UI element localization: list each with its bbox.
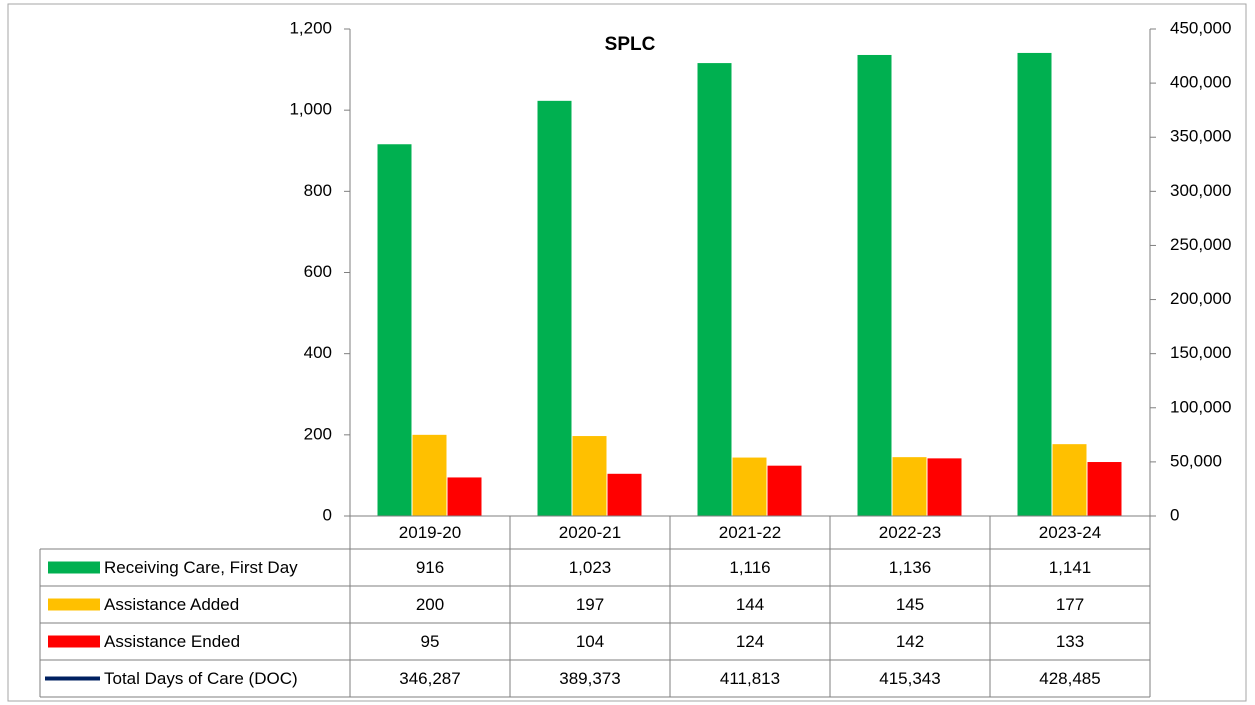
- y2-tick-label: 100,000: [1170, 397, 1231, 416]
- table-cell: 1,023: [569, 558, 612, 577]
- table-cell: 346,287: [399, 669, 460, 688]
- table-cell: 415,343: [879, 669, 940, 688]
- bar: [607, 473, 642, 516]
- table-cell: 1,136: [889, 558, 932, 577]
- legend-label: Assistance Ended: [104, 632, 240, 651]
- table-cell: 104: [576, 632, 604, 651]
- bar: [697, 63, 732, 517]
- bar: [892, 457, 927, 516]
- table-cell: 124: [736, 632, 764, 651]
- y-tick-label: 800: [304, 181, 332, 200]
- bar: [1087, 462, 1122, 516]
- bar: [537, 100, 572, 517]
- legend-label: Assistance Added: [104, 595, 239, 614]
- table-cell: 916: [416, 558, 444, 577]
- y2-tick-label: 0: [1170, 505, 1179, 524]
- bar: [572, 436, 607, 516]
- y2-tick-label: 350,000: [1170, 127, 1231, 146]
- table-cell: 144: [736, 595, 764, 614]
- legend-key: [48, 561, 100, 574]
- bar: [412, 434, 447, 516]
- x-tick-label: 2019-20: [399, 523, 461, 542]
- legend-label: Receiving Care, First Day: [104, 558, 298, 577]
- table-cell: 133: [1056, 632, 1084, 651]
- bar: [377, 144, 412, 517]
- table-cell: 95: [421, 632, 440, 651]
- x-tick-label: 2022-23: [879, 523, 941, 542]
- bar: [447, 477, 482, 516]
- bar: [927, 458, 962, 516]
- table-cell: 1,141: [1049, 558, 1092, 577]
- table-cell: 200: [416, 595, 444, 614]
- y2-tick-label: 50,000: [1170, 451, 1222, 470]
- x-tick-label: 2021-22: [719, 523, 781, 542]
- table-cell: 145: [896, 595, 924, 614]
- table-cell: 389,373: [559, 669, 620, 688]
- y2-tick-label: 300,000: [1170, 181, 1231, 200]
- x-tick-label: 2023-24: [1039, 523, 1101, 542]
- legend-key: [48, 635, 100, 648]
- table-cell: 197: [576, 595, 604, 614]
- y2-tick-label: 400,000: [1170, 73, 1231, 92]
- y-tick-label: 1,200: [289, 18, 332, 37]
- chart-title: SPLC: [605, 34, 656, 55]
- x-tick-label: 2020-21: [559, 523, 621, 542]
- y2-tick-label: 150,000: [1170, 343, 1231, 362]
- y2-tick-label: 250,000: [1170, 235, 1231, 254]
- bar: [1052, 444, 1087, 516]
- table-cell: 411,813: [720, 669, 780, 688]
- table-cell: 1,116: [729, 558, 770, 577]
- y2-tick-label: 450,000: [1170, 18, 1231, 37]
- legend-key: [48, 598, 100, 611]
- y-tick-label: 400: [304, 343, 332, 362]
- y-tick-label: 1,000: [289, 100, 332, 119]
- table-cell: 142: [896, 632, 924, 651]
- legend-label: Total Days of Care (DOC): [104, 669, 298, 688]
- bar: [857, 54, 892, 517]
- y-tick-label: 200: [304, 424, 332, 443]
- y2-tick-label: 200,000: [1170, 289, 1231, 308]
- table-cell: 428,485: [1039, 669, 1100, 688]
- table-cell: 177: [1056, 595, 1084, 614]
- y-tick-label: 600: [304, 262, 332, 281]
- bar: [732, 457, 767, 516]
- y-tick-label: 0: [323, 505, 332, 524]
- bar: [767, 465, 802, 516]
- bar: [1017, 52, 1052, 517]
